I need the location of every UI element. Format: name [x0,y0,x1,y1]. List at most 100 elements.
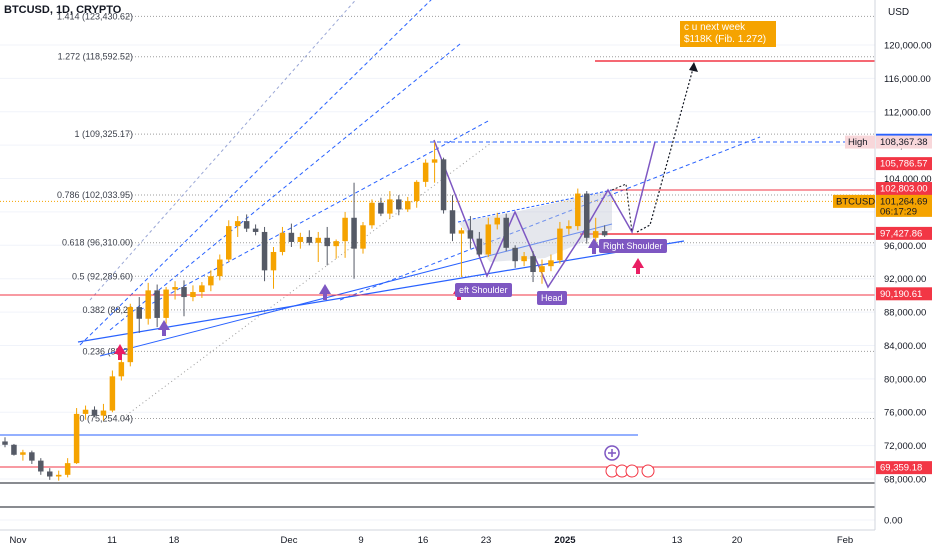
price-tick-label: 116,000.00 [884,74,931,85]
price-tag-countdown: 06:17:29 [880,206,917,217]
candle-body [109,376,116,411]
candle-body [530,256,536,273]
time-tick-label: 20 [732,535,743,546]
candle-body [387,199,393,214]
time-tick-label: 23 [481,535,492,546]
time-tick-label: Feb [837,535,853,546]
candle-body [163,289,169,318]
candle-body [145,290,151,319]
right-shoulder-label[interactable]: Right Shoulder [599,239,667,253]
price-tag-value: 101,264.69 [880,196,928,207]
up-arrow-icon [158,320,170,336]
time-tick-label: Dec [281,535,298,546]
annotation-line-1: c u next week [684,22,746,33]
candle-body [234,221,241,227]
fib-level-label: 1.272 (118,592.52) [58,52,133,62]
time-tick-label: 16 [418,535,429,546]
up-arrow-icon [114,344,126,360]
price-tag-value: 69,359.18 [880,463,922,474]
candle-body [38,460,44,472]
candle-body [306,236,313,243]
price-tag-value: 105,786.57 [880,159,928,170]
candle-body [270,251,277,271]
fib-level-label: 0.382 (88,26 [82,305,133,315]
time-tick-label: 11 [107,535,117,546]
price-tag-value: 108,367.38 [880,137,928,148]
candle-body [47,471,53,477]
candle-body [378,202,384,214]
up-arrow-icon [319,284,331,300]
candle-body [208,276,214,286]
candle-body [548,260,554,267]
price-tick-label: 68,000.00 [884,475,926,486]
price-tag [876,194,932,217]
candle-body [485,224,492,255]
fibonacci-retracement: 1.414 (123,430.62) 1.272 (118,592.52) 1 (1… [0,11,875,423]
candle-body [226,226,232,260]
candle-body [494,217,500,225]
candle-body [11,444,17,455]
candle-body [566,226,572,229]
candle-body [118,362,125,377]
candle-body [64,463,71,475]
price-tag-value: 102,803.00 [880,184,928,195]
price-tag-prefix-box [833,194,875,208]
candle-body [449,210,456,234]
symbol-title: BTCUSD, 1D, CRYPTO [4,4,122,16]
candle-body [279,232,286,252]
candle-body [476,238,483,255]
candle-body [2,441,8,445]
price-tag [876,157,932,171]
candle-body [82,409,89,414]
candle-body [136,307,142,319]
candle-body [243,221,250,229]
time-tick-label: 18 [169,535,180,546]
time-tick-label: 13 [672,535,683,546]
candle-body [288,232,295,242]
candle-body [422,162,429,182]
candle-body [55,474,62,477]
price-tick-label: 112,000.00 [884,107,931,118]
candle-body [601,231,608,236]
candle-body [521,256,527,262]
candle-body [324,237,330,247]
fib-level-label: 0 (75,254.04) [79,413,133,423]
time-tick-label: Nov [10,535,27,546]
candle-body [431,159,438,163]
candle-body [413,181,420,202]
candle-body [181,287,187,298]
fib-level-label: 1 (109,325.17) [74,129,133,139]
left-shoulder-label[interactable]: eft Shoulder [455,283,512,297]
price-tick-label: 120,000.00 [884,41,932,52]
price-tag [876,135,932,149]
candle-body [342,217,348,242]
price-tag [876,287,932,301]
flag-icon [641,464,655,478]
candle-body [503,217,509,248]
up-arrow-icon [588,238,600,254]
price-tick-label: 84,000.00 [884,341,926,352]
candle-body [333,241,339,247]
price-tick-label: 76,000.00 [884,408,926,419]
candle-body [154,290,160,318]
time-axis: Nov 11 18 Dec 9 16 23 2025 13 20 Feb [0,529,875,546]
candle-body [512,247,518,262]
price-tag-prefix: BTCUSD [836,196,875,207]
candle-body [557,228,563,261]
candle-body [539,266,545,273]
target-annotation[interactable]: c u next week $118K (Fib. 1.272) [680,21,776,47]
time-tick-label: 9 [358,535,363,546]
signal-markers [114,238,655,478]
candle-body [252,228,259,232]
fib-level-label: 0.5 (92,289.60) [72,271,133,281]
candle-body [315,237,321,243]
price-tick-label: 96,000.00 [884,241,926,252]
candle-body [360,225,366,249]
candle-body [458,230,465,234]
candle-body [297,236,304,242]
price-tick-label: 80,000.00 [884,374,926,385]
head-label[interactable]: Head [537,291,567,305]
candle-body [467,230,474,239]
currency-label[interactable]: USD [888,7,910,18]
